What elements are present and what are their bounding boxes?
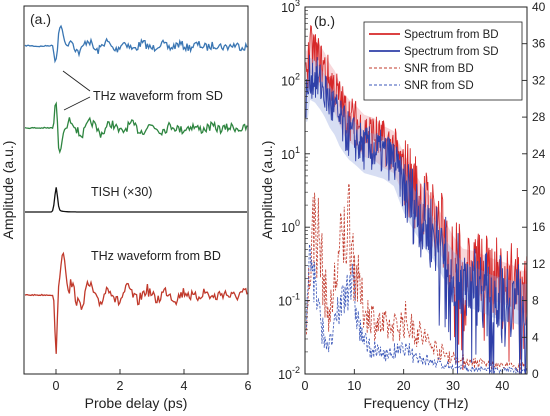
trace-sd-bottom — [24, 101, 248, 155]
legend: Spectrum from BD Spectrum from SD SNR from… — [363, 21, 523, 101]
panel-a-x-tick-label: 6 — [245, 379, 252, 393]
legend-entry: SNR from BD — [404, 63, 474, 75]
annotation-sd-pointer-1 — [62, 70, 91, 92]
panel-b-right-tick-label: 36 — [532, 37, 546, 51]
panel-a-frame — [23, 5, 249, 375]
annotation-tish: TISH (×30) — [91, 185, 152, 199]
panel-b-xlabel: Frequency (THz) — [363, 395, 468, 411]
panel-b-y-tick-label: 100 — [281, 218, 300, 235]
panel-b-right-tick-label: 0 — [532, 367, 539, 381]
panel-b-label: (b.) — [314, 13, 335, 29]
panel-a: 0 2 4 6 (a.) THz waveform from SD TISH (×30… — [0, 5, 252, 411]
panel-b-right-tick-label: 40 — [532, 0, 546, 14]
annotation-bd: THz waveform from BD — [91, 249, 221, 263]
panel-a-x-tick-label: 4 — [181, 379, 188, 393]
panel-a-x-tick-label: 0 — [53, 379, 60, 393]
panel-b-series — [305, 24, 528, 375]
panel-a-ylabel: Amplitude (a.u.) — [0, 141, 16, 240]
panel-b-y-tick-label: 102 — [281, 71, 300, 88]
panel-b-x-tick-label: 30 — [446, 379, 460, 393]
panel-b-x-tick-label: 20 — [397, 379, 411, 393]
panel-b-x-tick-label: 10 — [347, 379, 361, 393]
series-snr-sd — [306, 244, 528, 375]
panel-a-traces — [24, 24, 248, 354]
panel-b-ylabel: Amplitude (a.u.) — [259, 141, 275, 240]
panel-b-right-tick-label: 8 — [532, 294, 539, 308]
panel-a-xlabel: Probe delay (ps) — [85, 395, 188, 411]
panel-b-ticks: 0 10 20 30 40 10-2 10-1 100 101 102 103 0 4 8 12 16 20 24… — [278, 0, 546, 393]
trace-sd-top — [24, 24, 248, 64]
legend-entry: SNR from SD — [404, 80, 474, 92]
panel-a-x-tick-label: 2 — [117, 379, 124, 393]
panel-b-x-tick-label: 40 — [495, 379, 509, 393]
panel-b-right-tick-label: 4 — [532, 330, 539, 344]
panel-b: 0 10 20 30 40 10-2 10-1 100 101 102 103 0 4 8 12 16 20 24… — [259, 0, 546, 411]
panel-b-x-tick-label: 0 — [302, 379, 309, 393]
series-snr-bd — [306, 183, 528, 373]
panel-b-y-tick-label: 101 — [281, 145, 300, 162]
panel-b-right-tick-label: 32 — [532, 73, 546, 87]
panel-b-right-tick-label: 20 — [532, 184, 546, 198]
trace-bd — [24, 251, 248, 354]
annotation-sd: THz waveform from SD — [93, 89, 223, 103]
panel-a-x-ticks: 0 2 4 6 — [53, 369, 252, 393]
panel-a-label: (a.) — [30, 11, 51, 27]
panel-b-y-tick-label: 10-1 — [278, 292, 300, 309]
panel-b-y-tick-label: 10-2 — [278, 365, 300, 382]
panel-b-right-tick-label: 28 — [532, 110, 546, 124]
legend-entry: Spectrum from SD — [404, 46, 499, 58]
annotation-sd-pointer-2 — [63, 96, 91, 111]
legend-box — [363, 21, 523, 101]
series-spectrum-sd — [305, 54, 528, 374]
panel-b-right-tick-label: 12 — [532, 257, 546, 271]
panel-b-y-tick-label: 103 — [281, 0, 300, 15]
trace-tish — [25, 187, 247, 213]
panel-b-right-tick-label: 16 — [532, 220, 546, 234]
legend-entry: Spectrum from BD — [404, 29, 499, 41]
panel-b-right-tick-label: 24 — [532, 147, 546, 161]
